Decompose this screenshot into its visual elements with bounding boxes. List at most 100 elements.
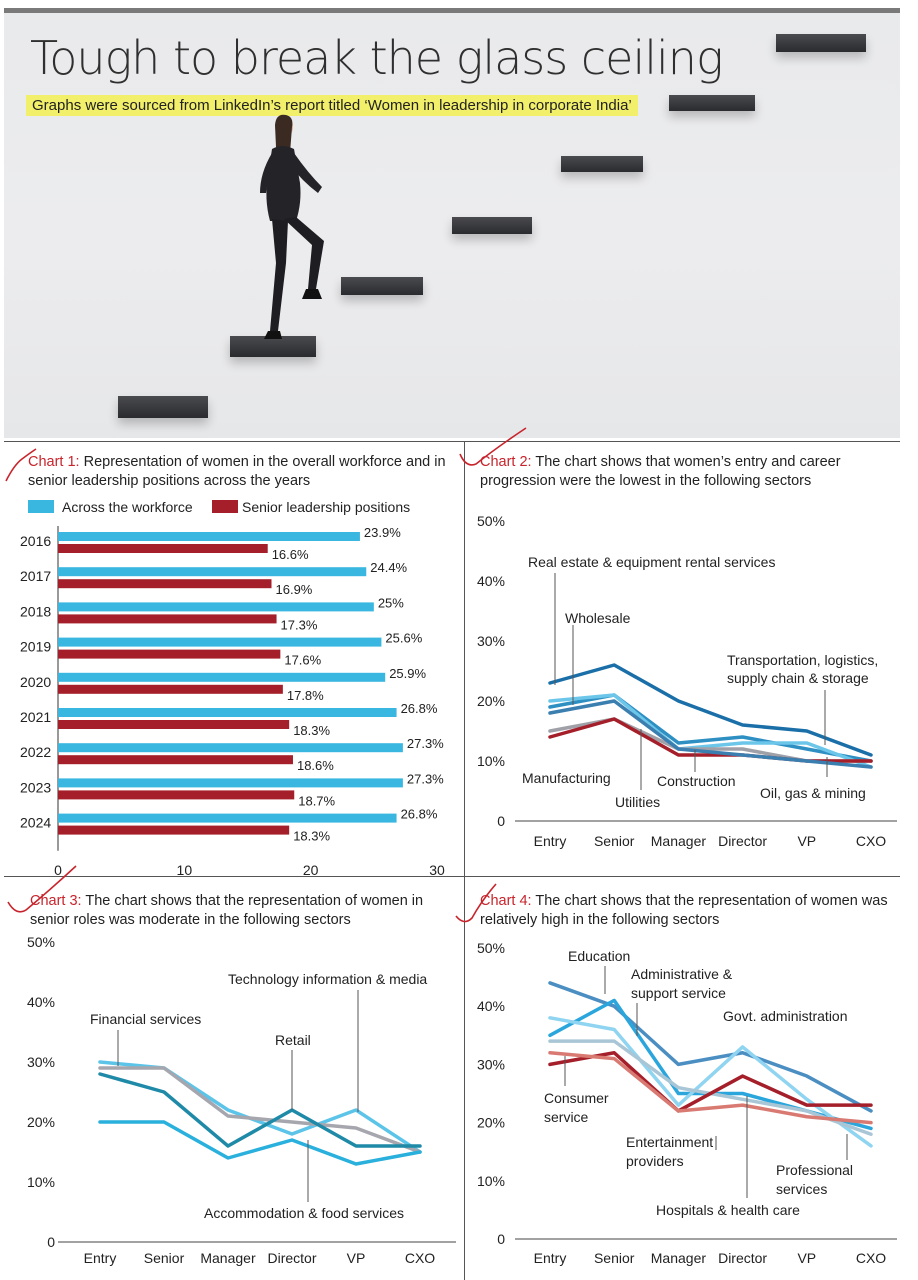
chart1-bar — [58, 532, 360, 541]
chart1-data-label: 26.8% — [401, 807, 438, 822]
chart1-caption-text: Representation of women in the overall w… — [28, 454, 446, 489]
c2-y-tick-label: 20% — [477, 693, 505, 709]
stair-step — [118, 396, 208, 418]
c2-y-tick-label: 50% — [477, 513, 505, 529]
c4-y-tick-label: 30% — [477, 1056, 505, 1072]
chart1-bar — [58, 672, 386, 682]
annotation-oil-gas: Oil, gas & mining — [760, 785, 866, 801]
top-rule — [4, 8, 900, 13]
c2-x-tick-label: CXO — [856, 833, 886, 849]
c4-x-tick-label: Director — [718, 1250, 767, 1266]
legend-swatch-senior — [212, 500, 238, 513]
chart1-data-label: 18.7% — [298, 793, 335, 808]
chart1-caption-label: Chart 1: — [28, 454, 80, 470]
grid-rule-middle — [4, 876, 900, 877]
chart1-category-label: 2017 — [20, 568, 51, 584]
chart1-bar — [58, 813, 397, 823]
c2-y-tick-label: 30% — [477, 633, 505, 649]
c4-x-tick-label: CXO — [856, 1250, 886, 1266]
c2-x-tick-label: Director — [718, 833, 767, 849]
chart1-data-label: 25.9% — [389, 666, 426, 681]
c2-series-line — [548, 699, 873, 769]
c4-series-line — [548, 1051, 873, 1113]
businesswoman-figure — [260, 114, 324, 339]
chart1-data-label: 17.3% — [281, 617, 318, 632]
legend-swatch-workforce — [28, 500, 54, 513]
c4-x-tick-label: VP — [797, 1250, 816, 1266]
chart2-line-chart: 0 10% 20% 30% 40% 50% Entry Senior Manager Direct… — [477, 513, 897, 849]
chart1-category-label: 2021 — [20, 709, 51, 725]
chart3-line-chart: 0 10% 20% 30% 40% 50% Entry Senior Manager Direct… — [27, 934, 456, 1266]
chart1-bar — [58, 567, 367, 577]
annotation-financial: Financial services — [90, 1011, 201, 1027]
annotation-real-estate: Real estate & equipment rental services — [528, 554, 775, 570]
chart1-category-label: 2023 — [20, 779, 51, 795]
stair-step — [561, 156, 643, 172]
c4-series-line — [548, 1016, 873, 1148]
c3-x-tick-label: Manager — [200, 1250, 256, 1266]
c2-x-tick-label: Senior — [594, 833, 635, 849]
stair-step — [341, 277, 423, 295]
chart1-bar — [58, 825, 290, 835]
stair-step — [230, 336, 316, 357]
pen-tick-mark — [7, 865, 77, 913]
c2-x-tick-label: Entry — [534, 833, 567, 849]
chart1-bar — [58, 614, 277, 624]
c4-series-line — [548, 1051, 873, 1125]
grid-rule-vertical — [464, 441, 465, 1280]
annotation-retail: Retail — [275, 1032, 311, 1048]
chart1-bar — [58, 544, 268, 553]
chart1-data-label: 25% — [378, 595, 404, 610]
chart1-data-label: 18.3% — [293, 829, 330, 844]
c3-x-tick-label: VP — [347, 1250, 366, 1266]
annotation-accommodation: Accommodation & food services — [204, 1205, 404, 1221]
chart4-caption-label: Chart 4: — [480, 893, 532, 909]
c3-y-tick-label: 40% — [27, 994, 55, 1010]
pen-tick-mark — [5, 448, 37, 482]
chart4-caption: Chart 4: The chart shows that the repres… — [480, 892, 890, 930]
c2-y-tick-label: 40% — [477, 573, 505, 589]
annotation-consumer-line2: service — [544, 1109, 589, 1125]
c4-y-tick-label: 50% — [477, 940, 505, 956]
chart3-caption: Chart 3: The chart shows that the repres… — [30, 892, 450, 930]
chart1-bar — [58, 790, 295, 800]
c3-y-tick-label: 20% — [27, 1114, 55, 1130]
chart1-tick-label: 20 — [303, 862, 319, 876]
annotation-manufacturing: Manufacturing — [522, 770, 611, 786]
chart1-category-label: 2020 — [20, 674, 51, 690]
chart2-caption-text: The chart shows that women’s entry and c… — [480, 454, 841, 489]
chart1-bar — [58, 684, 283, 694]
annotation-construction: Construction — [657, 773, 736, 789]
stair-step — [452, 217, 532, 234]
chart1-data-label: 18.3% — [293, 723, 330, 738]
annotation-transportation-line2: supply chain & storage — [727, 670, 869, 686]
chart1-legend: Across the workforce Senior leadership p… — [28, 499, 410, 515]
c4-x-tick-label: Senior — [594, 1250, 635, 1266]
c3-y-tick-label: 50% — [27, 934, 55, 950]
annotation-education: Education — [568, 948, 630, 964]
chart1-data-label: 17.6% — [284, 653, 321, 668]
annotation-consumer-line1: Consumer — [544, 1090, 609, 1106]
top-margin — [0, 0, 918, 8]
c3-x-tick-label: CXO — [405, 1250, 435, 1266]
chart2-caption: Chart 2: The chart shows that women’s en… — [480, 453, 890, 491]
chart1-caption: Chart 1: Representation of women in the … — [28, 453, 448, 491]
chart1-data-label: 16.6% — [272, 547, 309, 562]
chart1-data-label: 27.3% — [407, 771, 444, 786]
chart1-data-label: 18.6% — [297, 758, 334, 773]
c3-y-tick-label: 30% — [27, 1054, 55, 1070]
c3-series-line — [98, 1072, 422, 1148]
chart3-annotations: Technology information & media Financial… — [90, 971, 427, 1221]
c3-x-tick-label: Senior — [144, 1250, 185, 1266]
annotation-administrative-line1: Administrative & — [631, 966, 733, 982]
stair-step — [669, 95, 755, 111]
chart2-annotations: Real estate & equipment rental services … — [522, 554, 878, 810]
chart1-category-label: 2019 — [20, 639, 51, 655]
annotation-technology: Technology information & media — [228, 971, 427, 987]
annotation-wholesale: Wholesale — [565, 610, 631, 626]
pen-tick-mark — [459, 427, 527, 466]
chart1-bar — [58, 778, 403, 788]
chart1-bar — [58, 708, 397, 717]
c4-x-tick-label: Manager — [651, 1250, 707, 1266]
annotation-transportation-line1: Transportation, logistics, — [727, 652, 878, 668]
